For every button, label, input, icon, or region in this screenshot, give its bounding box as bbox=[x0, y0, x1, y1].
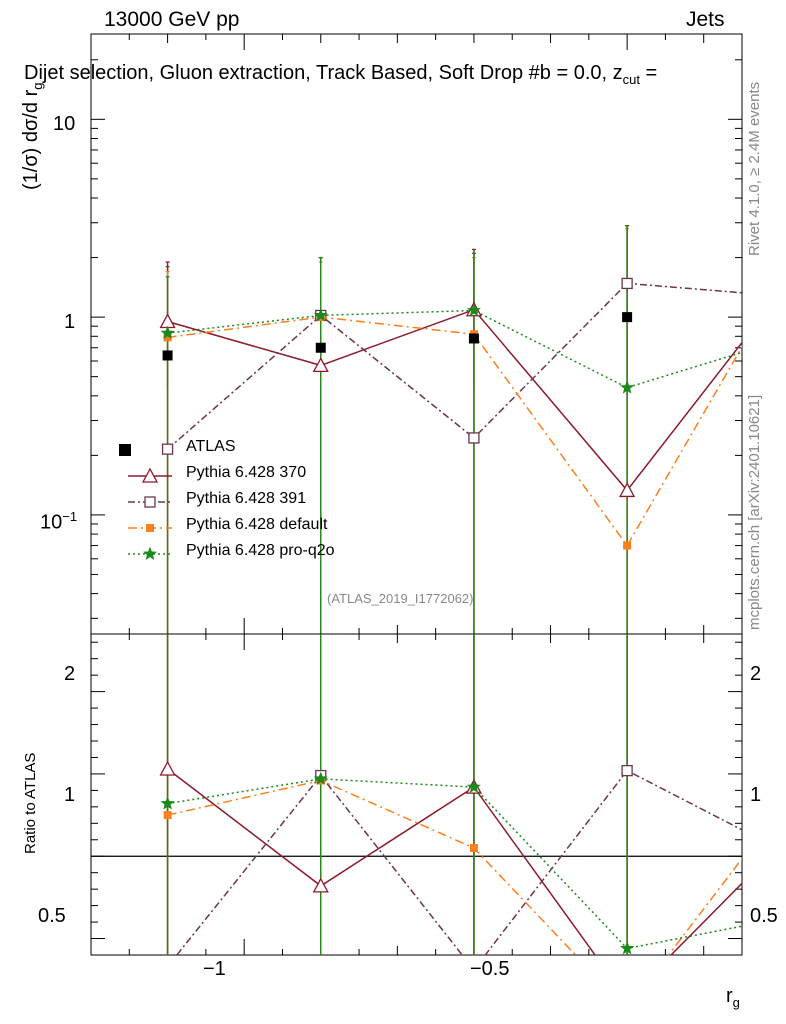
ratio-line-370 bbox=[167, 768, 742, 955]
ratio-point-pro-q2o bbox=[467, 779, 481, 794]
legend-label-391: Pythia 6.428 391 bbox=[186, 490, 307, 507]
ratio-point-default bbox=[623, 1005, 631, 1013]
ratio-tick-label-2: 2 bbox=[64, 663, 76, 685]
series-line-default bbox=[167, 316, 742, 547]
ratio-point-pro-q2o bbox=[160, 796, 175, 810]
point-atlas bbox=[162, 350, 173, 361]
point-pro-q2o bbox=[620, 380, 635, 394]
point-atlas bbox=[315, 342, 326, 353]
point-391 bbox=[621, 277, 633, 290]
legend-marker-atlas bbox=[119, 444, 131, 456]
y-tick-label-0.1: 10−1 bbox=[40, 509, 78, 534]
ratio-point-370 bbox=[312, 877, 329, 893]
ratio-point-pro-q2o bbox=[313, 771, 328, 785]
ratio-point-370 bbox=[773, 838, 786, 851]
ratio-line-pro-q2o bbox=[167, 778, 742, 950]
point-391 bbox=[468, 432, 480, 444]
legend-label-atlas: ATLAS bbox=[186, 438, 236, 455]
legend-marker-default bbox=[146, 524, 154, 532]
point-370 bbox=[773, 286, 786, 299]
point-atlas bbox=[468, 333, 479, 344]
ratio-point-391 bbox=[621, 764, 633, 777]
main-data bbox=[159, 225, 786, 634]
point-pro-q2o bbox=[467, 303, 481, 317]
y-axis-label-main: (1/σ) dσ/d rg bbox=[20, 82, 45, 191]
series-line-391 bbox=[167, 282, 742, 450]
series-line-370 bbox=[167, 308, 742, 492]
ratio-panel bbox=[90, 633, 786, 1013]
x-tick-label-minus-0.5: −0.5 bbox=[470, 958, 510, 980]
legend-marker-391 bbox=[144, 496, 156, 508]
legend-label-370: Pythia 6.428 370 bbox=[186, 464, 307, 481]
point-atlas bbox=[622, 312, 633, 323]
ratio-point-pro-q2o bbox=[620, 941, 635, 955]
point-391 bbox=[161, 443, 174, 455]
ratio-point-default bbox=[163, 811, 172, 820]
ratio-line-391 bbox=[175, 769, 742, 955]
point-atlas bbox=[775, 295, 785, 305]
point-pro-q2o bbox=[160, 325, 175, 340]
ratio-data bbox=[159, 634, 786, 1013]
point-370 bbox=[619, 482, 636, 498]
point-370 bbox=[312, 357, 329, 373]
ratio-tick-label-right-0.5: 0.5 bbox=[750, 905, 778, 927]
y-tick-label-10: 10 bbox=[53, 113, 76, 135]
ratio-frame bbox=[90, 633, 743, 956]
ratio-point-391 bbox=[163, 962, 173, 972]
ratio-tick-label-right-2: 2 bbox=[750, 663, 762, 685]
legend-label-pro-q2o: Pythia 6.428 pro-q2o bbox=[186, 542, 335, 559]
point-default bbox=[623, 541, 632, 550]
legend-label-default: Pythia 6.428 default bbox=[186, 516, 328, 533]
point-391 bbox=[775, 291, 785, 301]
point-pro-q2o bbox=[774, 334, 786, 346]
point-370 bbox=[159, 313, 176, 329]
category-label: Jets bbox=[686, 8, 725, 31]
ratio-point-391 bbox=[775, 845, 785, 855]
x-axis-label: rg bbox=[726, 985, 740, 1010]
y-axis-label-ratio: Ratio to ATLAS bbox=[22, 752, 39, 854]
legend-marker-370 bbox=[141, 467, 159, 483]
rivet-version-label: Rivet 4.1.0, ≥ 2.4M events bbox=[746, 81, 763, 256]
plot-title: Dijet selection, Gluon extraction, Track… bbox=[24, 62, 658, 87]
ratio-point-370 bbox=[159, 760, 176, 776]
point-default bbox=[163, 333, 172, 342]
ratio-tick-label-1: 1 bbox=[64, 784, 76, 806]
x-tick-label-minus-1: −1 bbox=[203, 958, 226, 980]
point-pro-q2o bbox=[313, 308, 328, 322]
ratio-point-default bbox=[776, 804, 784, 812]
mcplots-label: mcplots.cern.ch [arXiv:2401.10621] bbox=[746, 394, 763, 630]
ratio-tick-label-0.5: 0.5 bbox=[38, 905, 66, 927]
ratio-point-370 bbox=[620, 992, 634, 1005]
legend bbox=[119, 444, 172, 560]
energy-label: 13000 GeV pp bbox=[104, 8, 240, 31]
main-panel bbox=[90, 33, 786, 635]
point-default bbox=[776, 277, 784, 285]
legend-marker-pro-q2o bbox=[143, 546, 157, 560]
analysis-watermark: (ATLAS_2019_I1772062) bbox=[327, 591, 474, 606]
ratio-tick-label-right-1: 1 bbox=[750, 784, 762, 806]
ratio-point-default bbox=[469, 844, 478, 852]
y-tick-label-1: 1 bbox=[64, 311, 76, 333]
